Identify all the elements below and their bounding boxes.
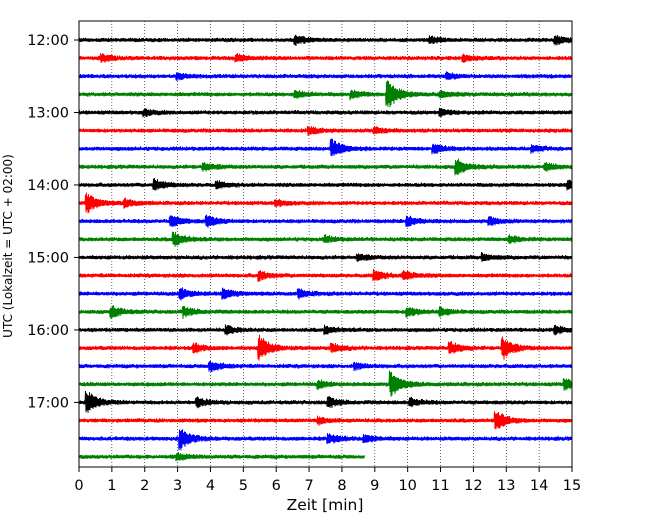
x-tick-label: 5: [239, 478, 248, 494]
seismic-traces: [78, 34, 573, 462]
trace-1445: [78, 231, 573, 247]
trace-1715: [78, 411, 573, 430]
trace-1745: [78, 452, 365, 462]
trace-1615: [78, 334, 573, 361]
trace-1600: [78, 324, 573, 336]
trace-1415: [78, 192, 573, 214]
x-tick-label: 8: [337, 478, 346, 494]
plot-background: [79, 21, 572, 467]
x-tick-label: 7: [304, 478, 313, 494]
trace-1400: [78, 178, 573, 191]
trace-1700: [78, 390, 573, 413]
x-tick-label: 0: [74, 478, 83, 494]
plot-frame: [78, 20, 573, 468]
x-tick-label: 1: [107, 478, 116, 494]
y-tick-label: 12:00: [27, 33, 69, 49]
y-axis-ticks: 12:00 13:00 14:00 15:00 16:00 17:00: [27, 33, 79, 411]
y-tick-label: 17:00: [27, 395, 69, 411]
x-tick-label: 15: [563, 478, 581, 494]
x-tick-label: 14: [530, 478, 548, 494]
y-axis-label: UTC (Lokalzeit = UTC + 02:00): [1, 154, 15, 338]
x-axis-ticks: 0 1 2 3 4 5 6 7 8 9 10 11 12 13 14 15: [74, 467, 581, 494]
trace-1730: [78, 429, 573, 451]
trace-1215: [78, 53, 573, 63]
trace-1200: [78, 34, 573, 47]
trace-1430: [78, 214, 573, 228]
y-tick-label: 16:00: [27, 323, 69, 339]
trace-1645: [78, 370, 573, 397]
x-tick-label: 3: [173, 478, 182, 494]
x-tick-label: 9: [370, 478, 379, 494]
x-tick-label: 11: [431, 478, 449, 494]
x-tick-label: 2: [140, 478, 149, 494]
trace-1345: [78, 158, 573, 176]
trace-1230: [78, 71, 573, 82]
y-tick-label: 13:00: [27, 105, 69, 121]
trace-1315: [78, 125, 573, 136]
trace-1530: [78, 287, 573, 301]
trace-1245: [78, 80, 573, 108]
trace-1515: [78, 268, 573, 282]
trace-1545: [78, 305, 573, 319]
trace-1300: [78, 107, 573, 118]
y-tick-label: 15:00: [27, 250, 69, 266]
trace-1500: [78, 252, 573, 262]
trace-1630: [78, 360, 573, 373]
x-tick-label: 12: [464, 478, 482, 494]
x-tick-label: 10: [398, 478, 416, 494]
trace-1330: [78, 138, 573, 157]
x-tick-label: 4: [206, 478, 215, 494]
x-tick-label: 13: [497, 478, 515, 494]
y-tick-label: 14:00: [27, 178, 69, 194]
x-axis-label: Zeit [min]: [287, 496, 364, 514]
x-tick-label: 6: [272, 478, 281, 494]
